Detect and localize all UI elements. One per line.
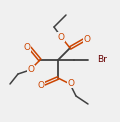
Text: Br: Br [97,56,107,65]
Text: O: O [57,32,65,41]
Text: O: O [37,81,45,90]
Text: O: O [27,66,35,75]
Text: O: O [67,78,75,87]
Text: O: O [24,42,30,51]
Text: O: O [84,36,90,45]
